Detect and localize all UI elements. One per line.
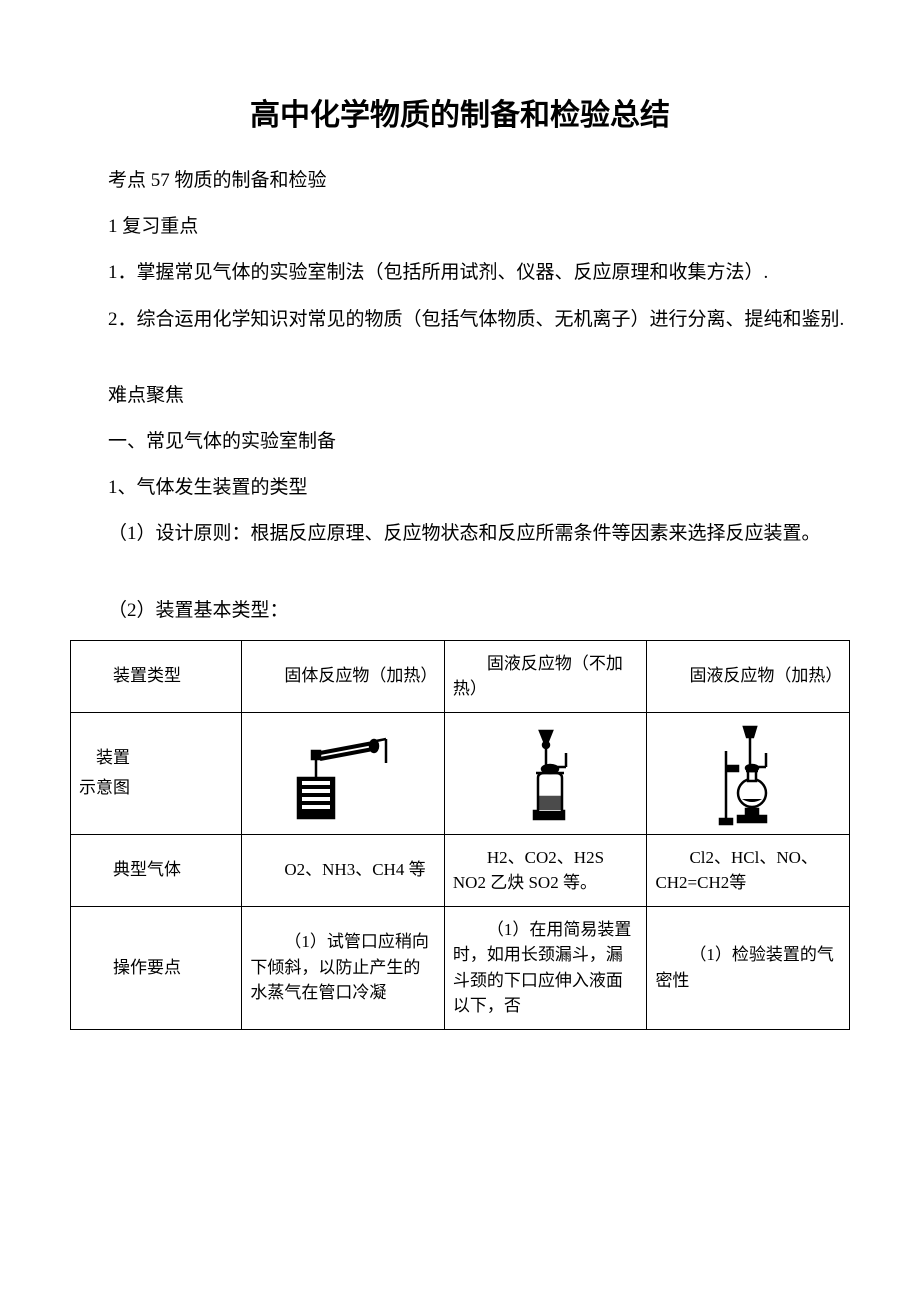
cell-solid-heated: 固体反应物（加热） (242, 640, 445, 712)
spacer (70, 349, 850, 379)
para-exam-point: 考点 57 物质的制备和检验 (70, 164, 850, 198)
apparatus-solid-heated-icon (288, 723, 398, 823)
para-design-principle: （1）设计原则：根据反应原理、反应物状态和反应所需条件等因素来选择反应装置。 (70, 517, 850, 551)
cell-operation-label: 操作要点 (71, 906, 242, 1029)
cell-typical-gas-label: 典型气体 (71, 834, 242, 906)
para-device-types: （2）装置基本类型： (70, 594, 850, 628)
label-line-2: 示意图 (79, 778, 130, 797)
cell-device-a (242, 712, 445, 834)
para-section-1: 一、常见气体的实验室制备 (70, 425, 850, 459)
page-title: 高中化学物质的制备和检验总结 (70, 90, 850, 134)
cell-solid-liquid-heated: 固液反应物（加热） (647, 640, 850, 712)
cell-device-type-label: 装置类型 (71, 640, 242, 712)
para-section-1-1: 1、气体发生装置的类型 (70, 471, 850, 505)
para-difficulty-focus: 难点聚焦 (70, 379, 850, 413)
cell-operation-a: （1）试管口应稍向下倾斜，以防止产生的水蒸气在管口冷凝 (242, 906, 445, 1029)
apparatus-solid-liquid-unheated-icon (506, 723, 586, 823)
cell-solid-liquid-unheated: 固液反应物（不加热） (444, 640, 647, 712)
para-point-1: 1．掌握常见气体的实验室制法（包括所用试剂、仪器、反应原理和收集方法）. (70, 256, 850, 290)
para-review-key: 1 复习重点 (70, 210, 850, 244)
para-point-2: 2．综合运用化学知识对常见的物质（包括气体物质、无机离子）进行分离、提纯和鉴别. (70, 303, 850, 337)
cell-typical-gas-a: O2、NH3、CH4 等 (242, 834, 445, 906)
cell-device-b (444, 712, 647, 834)
device-table: 装置类型 固体反应物（加热） 固液反应物（不加热） 固液反应物（加热） 装置 示… (70, 640, 850, 1030)
cell-diagram-label: 装置 示意图 (71, 712, 242, 834)
table-row: 装置 示意图 (71, 712, 850, 834)
table-row: 装置类型 固体反应物（加热） 固液反应物（不加热） 固液反应物（加热） (71, 640, 850, 712)
label-line-1: 装置 (96, 748, 130, 767)
cell-device-c (647, 712, 850, 834)
spacer (70, 564, 850, 594)
table-row: 典型气体 O2、NH3、CH4 等 H2、CO2、H2S NO2 乙炔 SO2 … (71, 834, 850, 906)
apparatus-solid-liquid-heated-icon (708, 721, 788, 826)
cell-operation-b: （1）在用简易装置时，如用长颈漏斗，漏斗颈的下口应伸入液面以下，否 (444, 906, 647, 1029)
cell-operation-c: （1）检验装置的气密性 (647, 906, 850, 1029)
cell-typical-gas-c: Cl2、HCl、NO、CH2=CH2等 (647, 834, 850, 906)
cell-typical-gas-b: H2、CO2、H2S NO2 乙炔 SO2 等。 (444, 834, 647, 906)
table-row: 操作要点 （1）试管口应稍向下倾斜，以防止产生的水蒸气在管口冷凝 （1）在用简易… (71, 906, 850, 1029)
